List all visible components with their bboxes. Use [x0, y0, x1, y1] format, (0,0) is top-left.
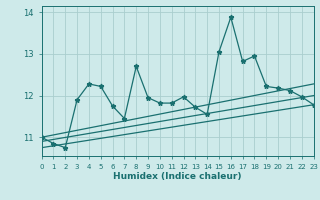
X-axis label: Humidex (Indice chaleur): Humidex (Indice chaleur)	[113, 172, 242, 181]
